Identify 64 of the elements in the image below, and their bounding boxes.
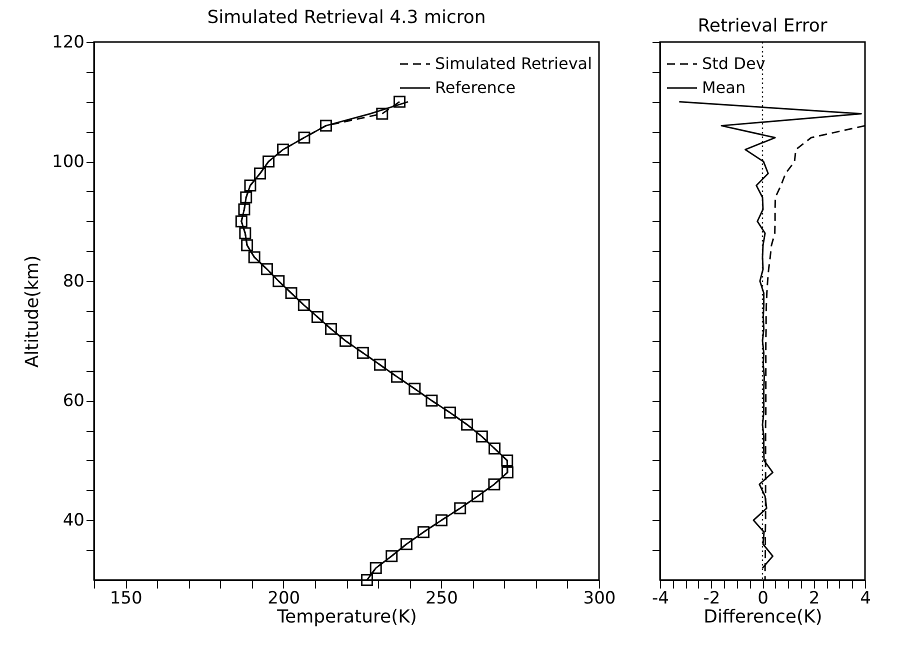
point	[325, 322, 338, 335]
point	[320, 120, 332, 132]
point	[356, 346, 369, 359]
point	[376, 108, 388, 120]
chart-title: Simulated Retrieval 4.3 micron	[207, 7, 486, 28]
x-tick-label: 250	[425, 588, 458, 608]
point	[501, 466, 514, 478]
x-tick-label: 2	[808, 588, 820, 608]
x-tick-label: 4	[860, 588, 871, 608]
point	[400, 538, 412, 550]
legend-label: Std Dev	[702, 54, 766, 73]
y-tick-label: 100	[52, 152, 84, 172]
legend-label: Mean	[702, 78, 746, 97]
point	[298, 132, 310, 144]
point	[426, 394, 438, 407]
y-tick-label: 120	[52, 32, 84, 52]
point	[241, 239, 254, 252]
x-axis-title: Difference(K)	[704, 606, 822, 628]
point	[235, 215, 248, 228]
point	[436, 514, 448, 526]
y-tick-label: 80	[62, 272, 84, 292]
point	[444, 406, 456, 419]
y-axis-title: Altitude(km)	[22, 255, 44, 368]
x-tick-label: 300	[583, 588, 616, 608]
point	[361, 574, 374, 586]
point	[471, 490, 484, 502]
point	[248, 251, 260, 264]
point	[285, 287, 298, 300]
point	[277, 144, 290, 156]
x-axis-title: Temperature(K)	[276, 606, 417, 628]
point	[272, 275, 285, 288]
point	[240, 191, 252, 204]
x-tick-label: -4	[652, 588, 669, 608]
point	[254, 168, 266, 180]
y-tick-label: 60	[62, 391, 84, 412]
x-tick-label: 200	[268, 588, 300, 608]
point	[394, 96, 406, 108]
point	[461, 418, 474, 431]
chart-title: Retrieval Error	[698, 15, 828, 36]
point	[418, 526, 430, 538]
point	[454, 502, 466, 514]
point	[386, 550, 398, 562]
point	[488, 478, 500, 490]
x-tick-label: -2	[703, 588, 720, 608]
point	[298, 299, 310, 312]
point	[476, 430, 488, 443]
point	[238, 203, 250, 216]
point	[370, 562, 382, 574]
point	[239, 227, 252, 240]
point	[488, 442, 501, 454]
point	[340, 334, 352, 347]
point	[311, 310, 324, 323]
point	[374, 358, 386, 371]
point	[244, 179, 256, 192]
x-tick-label: 150	[110, 588, 142, 608]
x-tick-label: 0	[758, 588, 768, 608]
point	[262, 156, 275, 168]
point	[260, 263, 273, 276]
point	[501, 454, 514, 466]
point	[408, 382, 421, 395]
legend-label: Simulated Retrieval	[435, 54, 592, 73]
point	[391, 370, 403, 383]
y-tick-label: 40	[62, 510, 84, 531]
legend-label: Reference	[435, 78, 516, 97]
